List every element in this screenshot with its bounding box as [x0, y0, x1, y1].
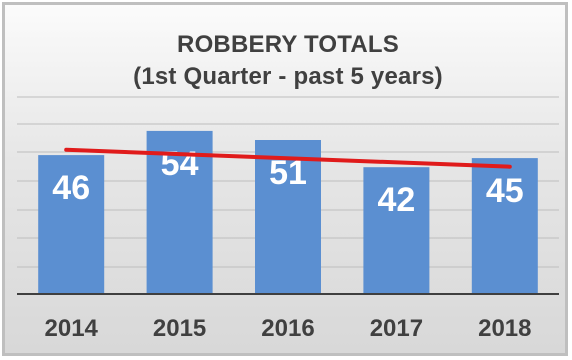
bar-2015 — [146, 130, 213, 294]
x-tick-label-2016: 2016 — [261, 315, 314, 342]
chart-frame: ROBBERY TOTALS (1st Quarter - past 5 yea… — [2, 2, 568, 356]
trendline — [64, 147, 512, 169]
bar-2017 — [363, 167, 430, 294]
bar-2016 — [255, 140, 321, 294]
chart-subtitle: (1st Quarter - past 5 years) — [133, 63, 443, 90]
x-tick-label-2018: 2018 — [478, 315, 531, 342]
data-label-2017: 42 — [377, 181, 415, 219]
x-tick-label-2017: 2017 — [370, 315, 423, 342]
data-label-2015: 54 — [161, 145, 199, 183]
x-tick-label-2014: 2014 — [45, 315, 99, 342]
bar-2014 — [38, 155, 105, 294]
x-tick-label-2015: 2015 — [153, 315, 206, 342]
bar-2018 — [471, 158, 538, 294]
data-label-2018: 45 — [486, 172, 524, 210]
data-label-2014: 46 — [52, 169, 90, 207]
chart-title: ROBBERY TOTALS — [177, 31, 399, 58]
